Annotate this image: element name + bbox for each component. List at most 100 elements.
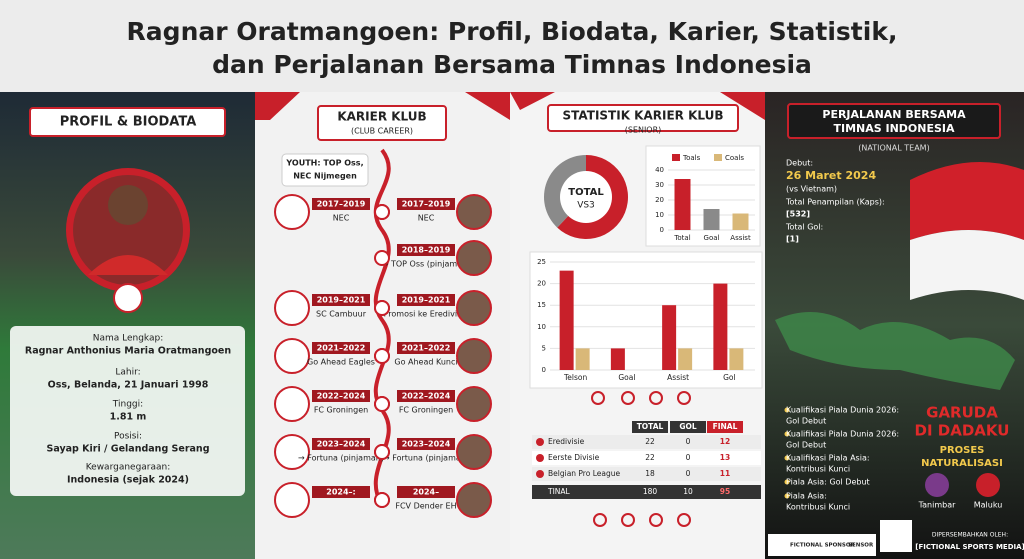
bar [662, 305, 677, 370]
sponsor-bar [768, 534, 876, 556]
achievement: Piala Asia: [786, 492, 827, 501]
portrait-head [108, 185, 148, 225]
club-logo [274, 338, 310, 374]
field-value: Indonesia (sejak 2024) [67, 475, 189, 486]
club: → Fortuna (pinjaman) [383, 454, 469, 463]
bar [703, 209, 720, 230]
slogan: DI DADAKU [915, 422, 1010, 440]
portrait [73, 175, 183, 285]
league-icon [536, 438, 544, 446]
legend-swatch [714, 154, 722, 161]
table-header [670, 421, 706, 433]
origin: Maluku [974, 501, 1003, 510]
field-label: Tinggi: [112, 400, 143, 410]
qr-code [880, 520, 912, 552]
period: 2022–2024 [317, 392, 366, 401]
flag [910, 230, 1024, 300]
legend-label: Coals [725, 154, 744, 162]
table-header [632, 421, 668, 433]
bullet [784, 479, 790, 485]
x-tick-label: Gol [723, 373, 735, 382]
label: [532] [786, 210, 810, 219]
club-logo [274, 482, 310, 518]
x-tick-label: Assist [730, 234, 751, 242]
y-tick-label: 40 [655, 166, 664, 174]
period-tag [397, 486, 455, 498]
y-tick-label: 30 [655, 181, 664, 189]
club-logo [274, 434, 310, 470]
period: 2024– [413, 488, 439, 497]
panel-heading: PERJALANAN BERSAMA [822, 108, 966, 121]
sponsor: FICTIONAL SPONSOR [790, 543, 856, 549]
y-tick-label: 20 [537, 280, 546, 288]
bar [732, 213, 749, 230]
achievement: Kualifikasi Piala Dunia 2026: [786, 430, 899, 439]
row-label: TINAL [547, 487, 571, 496]
banner [29, 107, 226, 137]
period: 2021–2022 [402, 344, 451, 353]
icon [677, 391, 691, 405]
achievement: Gol Debut [786, 441, 826, 450]
icon [649, 513, 663, 527]
icon [621, 391, 635, 405]
field-value: 1.81 m [110, 412, 147, 423]
icon [677, 513, 691, 527]
youth: NEC Nijmegen [293, 172, 357, 181]
club: NEC [333, 214, 350, 223]
club: NEC [418, 214, 435, 223]
panel-heading: TIMNAS INDONESIA [833, 122, 955, 135]
period-tag [397, 198, 455, 210]
bar [678, 348, 693, 370]
period: 2021–2022 [317, 344, 366, 353]
bar [575, 348, 590, 370]
league-icon [536, 454, 544, 462]
label: Debut: [786, 159, 813, 168]
achievement: Kualifikasi Piala Asia: [786, 454, 870, 463]
field-value: Sayap Kiri / Gelandang Serang [46, 444, 209, 455]
club-logo [274, 194, 310, 230]
legend-label: Toals [682, 154, 701, 162]
club-logo [274, 290, 310, 326]
label: (vs Vietnam) [786, 185, 837, 194]
bar [729, 348, 744, 370]
period-tag [312, 198, 370, 210]
y-tick-label: 0 [542, 366, 546, 374]
column-header: FINAL [713, 422, 738, 431]
cell: 10 [683, 487, 693, 496]
period-tag [397, 342, 455, 354]
origin: Tanimbar [918, 501, 957, 510]
pie-hole [560, 171, 612, 223]
cell: 13 [720, 453, 730, 462]
x-tick-label: Goal [618, 373, 635, 382]
field-value: Ragnar Anthonius Maria Oratmangoen [25, 346, 231, 357]
period: 2017–2019 [402, 200, 451, 209]
achievement: Kontribusi Kunci [786, 465, 850, 474]
pie-label: VS3 [577, 201, 595, 211]
jersey-icon [113, 283, 143, 313]
field-value: Oss, Belanda, 21 Januari 1998 [48, 380, 209, 391]
y-tick-label: 5 [542, 344, 546, 352]
y-tick-label: 25 [537, 258, 546, 266]
panel-subheading: (SENIOR) [625, 126, 662, 135]
period-tag [397, 438, 455, 450]
club: Go Ahead Kunci [394, 358, 457, 367]
panel-heading: STATISTIK KARIER KLUB [563, 109, 724, 123]
bar [610, 348, 625, 370]
bullet [784, 493, 790, 499]
player-photo [456, 338, 492, 374]
panel-heading: PROFIL & BIODATA [60, 115, 197, 130]
player-photo [456, 290, 492, 326]
process: PROSES [940, 445, 985, 456]
period-tag [312, 342, 370, 354]
process: NATURALISASI [921, 458, 1003, 469]
panel-subheading: (NATIONAL TEAM) [858, 144, 929, 153]
period: 2019–2021 [402, 296, 451, 305]
title: dan Perjalanan Bersama Timnas Indonesia [212, 50, 812, 79]
cell: 0 [686, 437, 691, 446]
map [775, 312, 1015, 390]
league-icon [536, 470, 544, 478]
label: 26 Maret 2024 [786, 169, 876, 182]
flag [910, 162, 1024, 240]
period-tag [312, 486, 370, 498]
